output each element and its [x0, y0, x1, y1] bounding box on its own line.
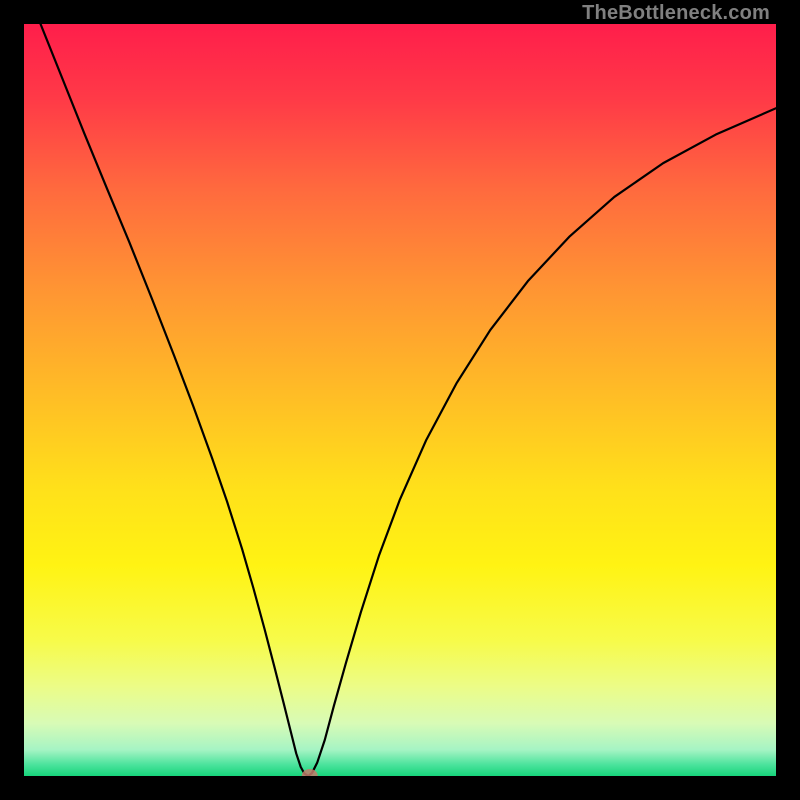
- plot-area: [24, 24, 776, 776]
- bottleneck-curve: [41, 24, 776, 776]
- optimum-marker: [302, 769, 318, 776]
- watermark-text: TheBottleneck.com: [582, 2, 770, 25]
- bottleneck-curve-svg: [24, 24, 776, 776]
